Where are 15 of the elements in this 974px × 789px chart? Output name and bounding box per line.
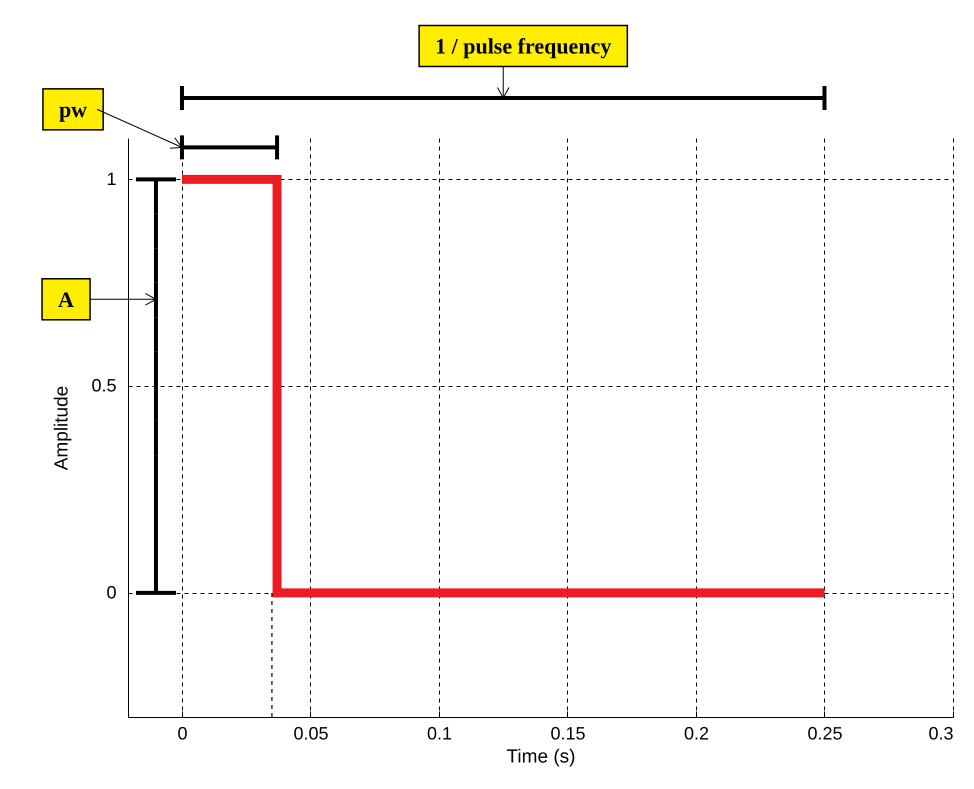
- x-tick-label: 0.2: [684, 724, 710, 744]
- x-axis-title: Time (s): [506, 746, 576, 768]
- note-box: pw: [42, 88, 104, 131]
- y-tick-label: 0.5: [91, 376, 116, 396]
- x-tick-label: 0.15: [550, 724, 586, 744]
- x-tick-label: 0.3: [928, 724, 954, 744]
- y-tick-label: 0: [106, 582, 116, 602]
- x-tick-label: 0.1: [426, 724, 452, 744]
- note-box: 1 / pulse frequency: [418, 24, 628, 68]
- y-axis-title: Amplitude: [51, 386, 72, 470]
- y-tick-label: 1: [106, 168, 116, 189]
- x-tick-label: 0.05: [293, 724, 328, 744]
- x-tick-label: 0: [177, 724, 188, 744]
- note-box: A: [41, 278, 91, 321]
- x-tick-label: 0.25: [807, 724, 843, 744]
